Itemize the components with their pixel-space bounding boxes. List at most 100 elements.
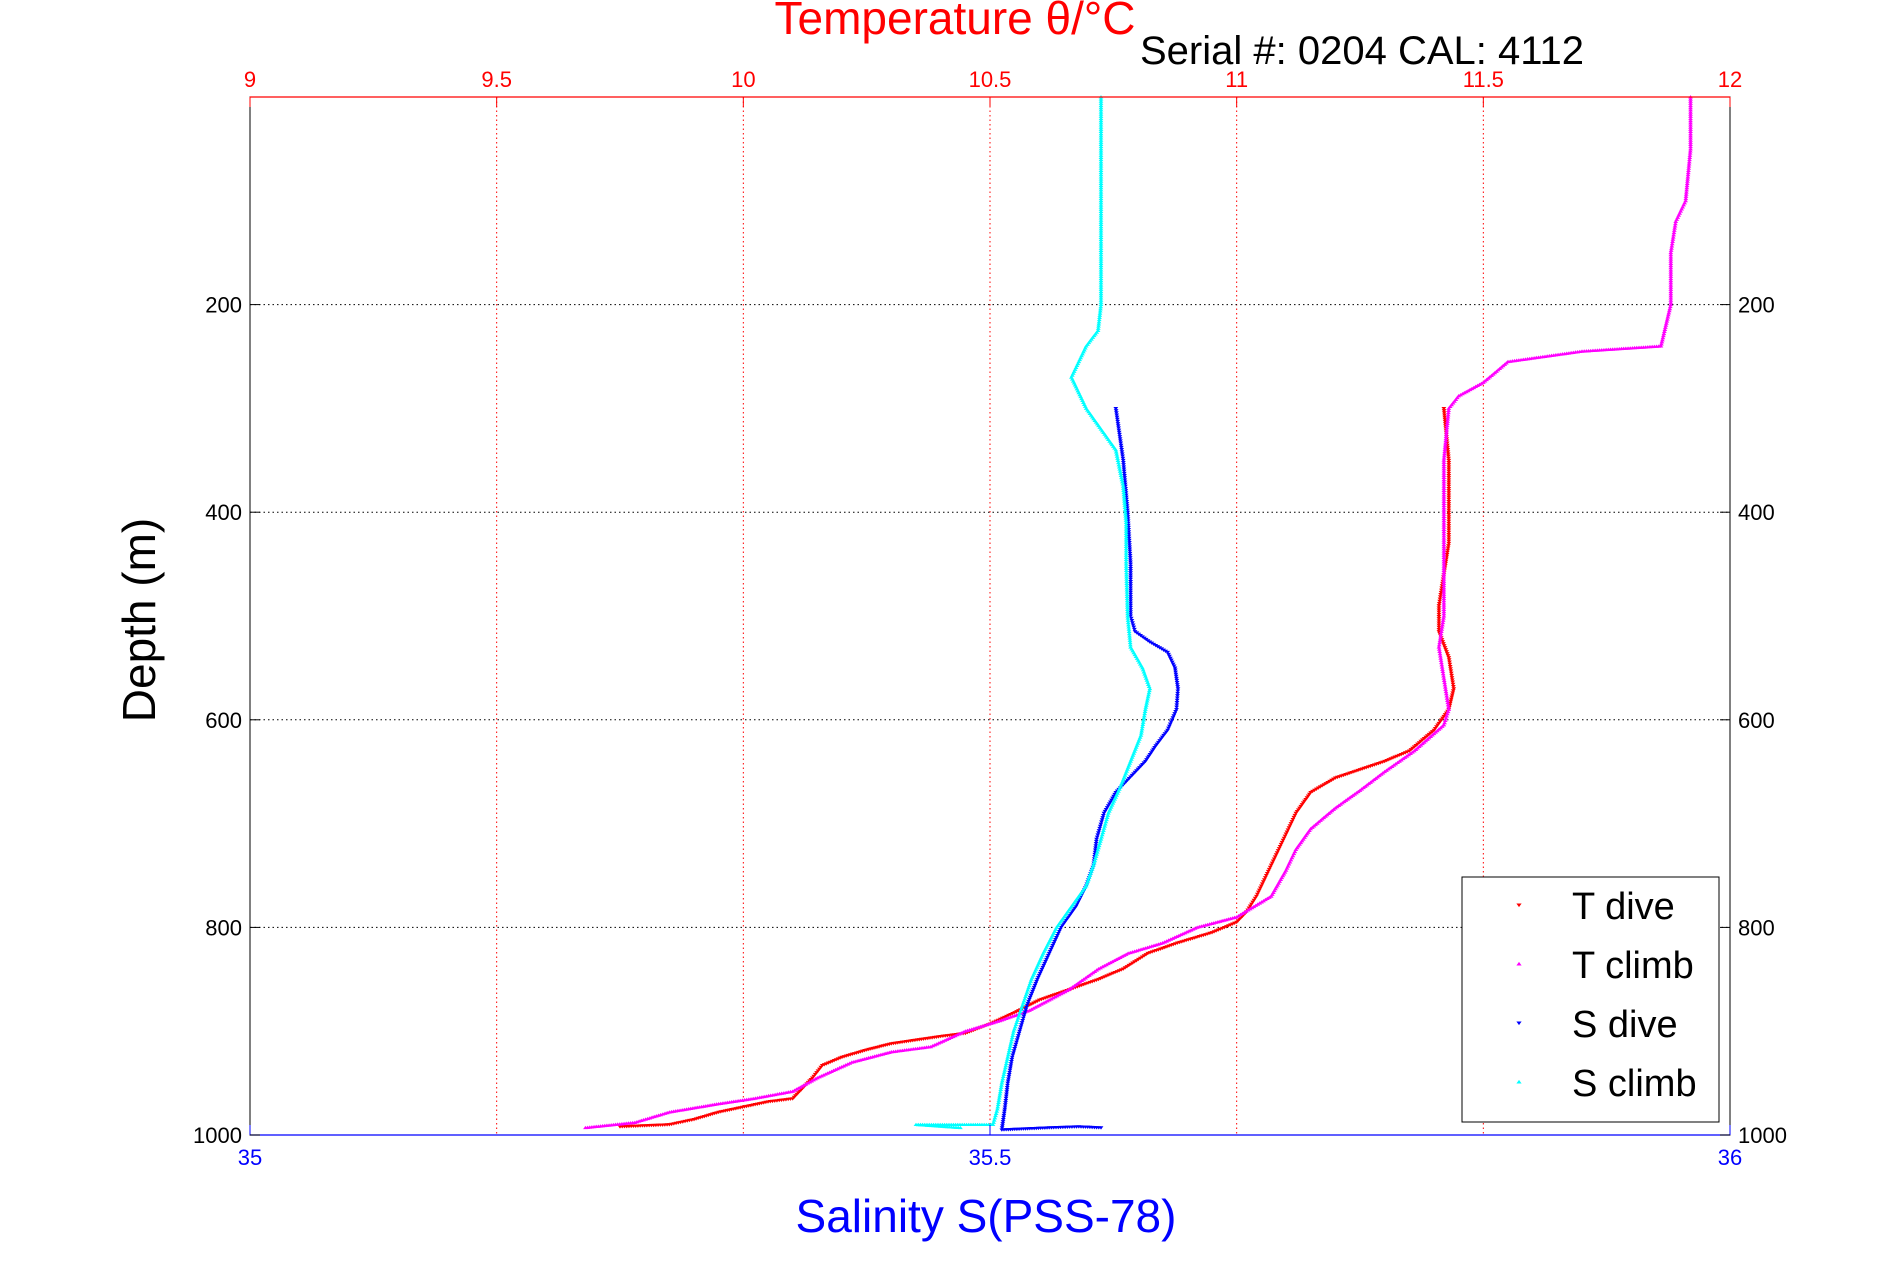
- data-point: [1146, 692, 1151, 697]
- data-point: [1123, 518, 1129, 522]
- data-point: [1121, 492, 1127, 497]
- data-point: [1123, 529, 1129, 533]
- data-point: [1441, 501, 1447, 505]
- data-point: [1446, 467, 1452, 471]
- data-point: [1446, 473, 1452, 478]
- data-point: [1041, 963, 1047, 968]
- data-point: [1145, 680, 1151, 684]
- data-point: [1009, 1060, 1014, 1064]
- data-point: [1668, 294, 1674, 298]
- data-point: [1292, 813, 1298, 818]
- legend-marker: [1516, 1079, 1522, 1084]
- data-point: [1446, 515, 1452, 519]
- data-point: [1124, 603, 1130, 607]
- data-point: [1219, 926, 1225, 931]
- data-point: [1138, 731, 1144, 735]
- data-point: [1122, 480, 1128, 484]
- data-point: [1122, 509, 1128, 514]
- data-point: [1434, 725, 1439, 729]
- data-point: [1004, 1088, 1010, 1092]
- data-point: [1142, 672, 1148, 676]
- data-point: [1668, 285, 1674, 289]
- data-point: [1441, 588, 1447, 592]
- data-point: [1139, 726, 1145, 731]
- data-point: [1446, 502, 1452, 506]
- data-point: [999, 1083, 1004, 1087]
- data-point: [1168, 720, 1174, 724]
- data-point: [1670, 239, 1675, 244]
- data-point: [1006, 1048, 1012, 1053]
- data-point: [1144, 701, 1150, 705]
- data-point: [1290, 818, 1296, 822]
- data-point: [1659, 342, 1664, 346]
- data-point: [1108, 972, 1114, 977]
- data-point: [1098, 296, 1104, 300]
- data-point: [1687, 157, 1692, 162]
- data-point: [1450, 680, 1456, 684]
- data-point: [1124, 594, 1130, 598]
- data-point: [1445, 448, 1451, 452]
- data-point: [1437, 649, 1443, 654]
- data-point: [1098, 246, 1104, 250]
- data-point: [1098, 166, 1104, 170]
- data-point: [1438, 590, 1444, 595]
- data-point: [1030, 989, 1035, 994]
- data-point: [1127, 636, 1133, 640]
- data-point: [1270, 859, 1276, 863]
- data-point: [1442, 683, 1448, 687]
- data-point: [1093, 839, 1099, 844]
- data-point: [1126, 528, 1132, 532]
- data-point: [1098, 175, 1104, 179]
- data-point: [1014, 1040, 1019, 1044]
- data-point: [1437, 597, 1443, 601]
- data-point: [1002, 1068, 1008, 1072]
- data-point: [1110, 971, 1116, 976]
- data-point: [1003, 1096, 1009, 1101]
- data-point: [1012, 1011, 1018, 1015]
- data-point: [1441, 536, 1447, 540]
- data-point: [1446, 484, 1452, 489]
- data-point: [1146, 754, 1152, 759]
- data-point: [1440, 618, 1446, 622]
- data-point: [1098, 144, 1104, 149]
- data-point: [1671, 230, 1677, 235]
- data-point: [1448, 671, 1454, 676]
- data-point: [1441, 568, 1447, 573]
- data-point: [1448, 669, 1454, 673]
- data-point: [1441, 495, 1447, 499]
- data-point: [1021, 1014, 1027, 1018]
- data-point: [1277, 844, 1283, 849]
- series-t-climb: [583, 95, 1693, 1130]
- data-point: [1402, 751, 1408, 755]
- data-point: [1297, 806, 1302, 810]
- data-point: [1043, 959, 1048, 964]
- data-point: [1007, 1070, 1013, 1075]
- left-tick-label: 1000: [193, 1123, 242, 1148]
- data-point: [1441, 583, 1447, 588]
- data-point: [1283, 832, 1289, 836]
- data-point: [1446, 528, 1452, 532]
- data-point: [1171, 714, 1177, 718]
- data-point: [1276, 847, 1282, 851]
- data-point: [1446, 465, 1452, 469]
- data-point: [1438, 631, 1444, 636]
- data-point: [1113, 448, 1119, 452]
- data-point: [1097, 315, 1102, 320]
- data-point: [1014, 1038, 1020, 1042]
- legend-box: [1461, 876, 1720, 1123]
- data-point: [1098, 198, 1104, 203]
- left-tick-label: 200: [205, 293, 242, 318]
- data-point: [1668, 289, 1674, 294]
- data-point: [1128, 592, 1133, 597]
- data-point: [1441, 406, 1447, 411]
- data-point: [1668, 259, 1674, 263]
- data-point: [1446, 493, 1452, 497]
- data-point: [1450, 689, 1456, 693]
- data-point: [1009, 1057, 1015, 1062]
- data-point: [1123, 514, 1129, 518]
- data-point: [1158, 737, 1164, 741]
- data-point: [1121, 497, 1127, 501]
- data-point: [1211, 930, 1217, 934]
- data-point: [1124, 577, 1129, 581]
- data-point: [1174, 683, 1180, 687]
